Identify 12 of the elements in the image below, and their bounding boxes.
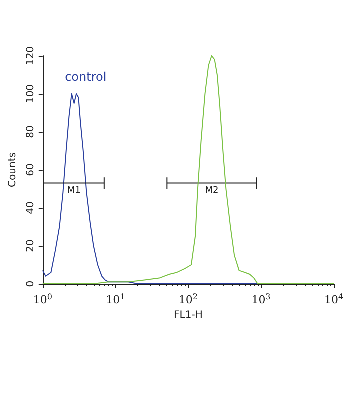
y-tick-label: 20 xyxy=(25,240,36,252)
y-tick-label: 0 xyxy=(25,280,36,288)
x-axis-title: FL1-H xyxy=(174,310,203,321)
series-label: control xyxy=(65,70,107,84)
y-tick-label: 60 xyxy=(25,164,36,176)
series-label: M1 xyxy=(67,186,81,196)
y-tick-label: 100 xyxy=(25,84,36,104)
y-tick-label: 40 xyxy=(25,202,36,214)
y-tick-label: 120 xyxy=(25,46,36,66)
y-axis-title: Counts xyxy=(8,152,18,188)
y-tick-label: 80 xyxy=(25,126,36,138)
series-label: M2 xyxy=(205,186,219,196)
